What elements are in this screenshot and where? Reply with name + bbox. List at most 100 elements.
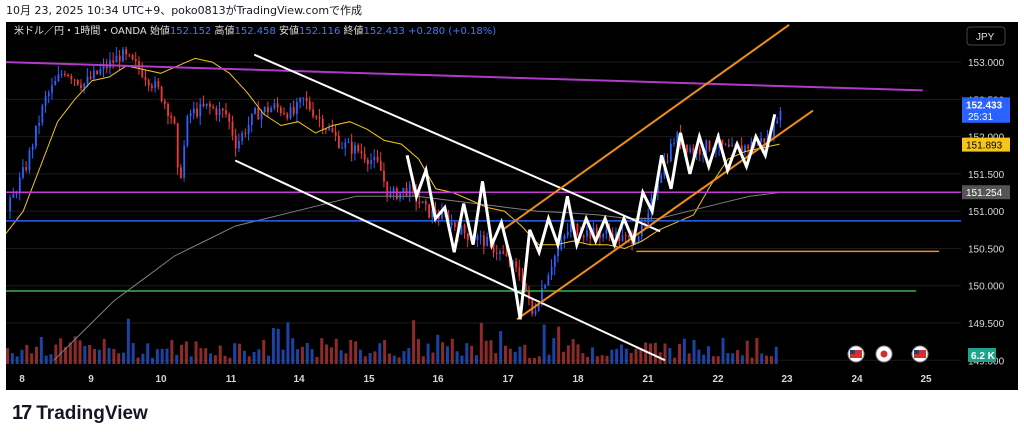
candle-body xyxy=(25,167,28,170)
volume-bar xyxy=(329,347,333,364)
trend-line-white-upper[interactable] xyxy=(253,53,661,233)
candle-body xyxy=(51,85,53,93)
candle-body xyxy=(686,144,688,152)
candle-body xyxy=(199,103,202,117)
trend-line-orange-lower[interactable] xyxy=(516,109,814,321)
y-tick-label: 151.500 xyxy=(968,170,1005,181)
candle-body xyxy=(180,167,182,178)
candle-body xyxy=(479,235,482,237)
candle-body xyxy=(350,141,353,154)
candle-body xyxy=(373,156,376,161)
x-tick-label: 10 xyxy=(155,374,167,385)
volume-bar xyxy=(64,347,68,364)
volume-bar xyxy=(88,344,92,364)
volume-bar xyxy=(532,357,536,364)
candle-body xyxy=(331,128,334,132)
price-chart[interactable]: 153.000152.500152.000151.500151.000150.5… xyxy=(6,22,1018,390)
x-tick-label: 15 xyxy=(363,374,375,385)
candle-body xyxy=(128,54,131,56)
trend-line-purple-resistance[interactable] xyxy=(6,61,923,92)
trend-line-orange-upper[interactable] xyxy=(502,24,790,231)
candle-body xyxy=(44,95,47,106)
volume-bar xyxy=(194,341,198,364)
candle-body xyxy=(315,116,318,118)
countdown-label: 25:31 xyxy=(968,112,993,123)
candle-body xyxy=(221,108,224,111)
candle-body xyxy=(402,188,405,192)
candle-body xyxy=(618,232,621,242)
volume-bar xyxy=(586,356,590,364)
volume-bar xyxy=(387,353,391,364)
volume-bar xyxy=(470,345,474,364)
candle-body xyxy=(547,275,550,286)
candle-body xyxy=(22,167,24,178)
candle-body xyxy=(727,144,730,147)
volume-bar xyxy=(537,356,541,364)
legend-part: 終値 xyxy=(344,24,364,37)
candle-body xyxy=(366,159,369,164)
candle-body xyxy=(576,224,579,235)
volume-bar xyxy=(542,324,546,364)
candle-body xyxy=(267,107,269,113)
volume-bar xyxy=(238,343,242,364)
chart-panel[interactable]: 153.000152.500152.000151.500151.000150.5… xyxy=(6,22,1018,390)
volume-bar xyxy=(97,349,101,364)
volume-bar xyxy=(25,344,29,364)
candle-body xyxy=(363,153,366,160)
candle-body xyxy=(528,291,530,300)
volume-bar xyxy=(547,354,551,364)
candle-body xyxy=(495,252,498,254)
volume-bar xyxy=(107,348,111,364)
tradingview-logo: 17 TradingView xyxy=(12,402,148,425)
candle-body xyxy=(270,108,273,113)
volume-bar xyxy=(687,353,691,364)
volume-bar xyxy=(320,338,324,364)
volume-bar xyxy=(673,357,677,364)
trend-line-white-lower[interactable] xyxy=(234,159,666,362)
zigzag-path[interactable] xyxy=(405,113,777,320)
flag-jp-dot xyxy=(880,350,888,358)
candle-body xyxy=(621,235,624,242)
candle-body xyxy=(673,142,675,144)
volume-bar xyxy=(600,355,604,364)
candle-body xyxy=(379,160,382,171)
candle-body xyxy=(183,145,186,178)
volume-bar xyxy=(334,338,338,364)
currency-button[interactable] xyxy=(966,26,1006,46)
candle-body xyxy=(534,310,537,315)
volume-bar xyxy=(513,351,517,364)
legend-part: 152.116 xyxy=(299,26,344,37)
candle-body xyxy=(418,201,421,204)
candle-body xyxy=(605,229,608,234)
candle-body xyxy=(344,142,347,148)
candle-body xyxy=(531,299,534,315)
volume-bar xyxy=(412,320,416,364)
candle-body xyxy=(202,103,205,106)
candle-body xyxy=(60,73,63,75)
candle-body xyxy=(586,230,588,237)
candle-body xyxy=(657,182,659,193)
candle-body xyxy=(689,147,692,152)
flag-us-canton xyxy=(850,350,855,354)
candle-body xyxy=(257,108,260,120)
volume-bar xyxy=(10,353,14,364)
moving-average-long xyxy=(53,192,780,361)
candle-body xyxy=(463,225,466,234)
candle-body xyxy=(637,236,640,242)
candle-body xyxy=(624,235,627,237)
candle-body xyxy=(383,170,385,182)
candle-body xyxy=(692,147,695,155)
legend-part: 始値 xyxy=(150,24,170,37)
candle-body xyxy=(28,150,31,170)
candle-body xyxy=(705,140,708,154)
volume-bar xyxy=(276,328,280,364)
volume-bar xyxy=(663,343,667,364)
volume-bar xyxy=(721,337,725,364)
chart-caption: 10月 23, 2025 10:34 UTC+9、poko0813がTradin… xyxy=(6,4,363,17)
candle-body xyxy=(425,201,427,204)
volume-bar xyxy=(257,349,261,364)
volume-bar xyxy=(378,343,382,364)
x-tick-label: 25 xyxy=(920,374,932,385)
candle-body xyxy=(170,115,173,118)
volume-bar xyxy=(702,354,706,364)
